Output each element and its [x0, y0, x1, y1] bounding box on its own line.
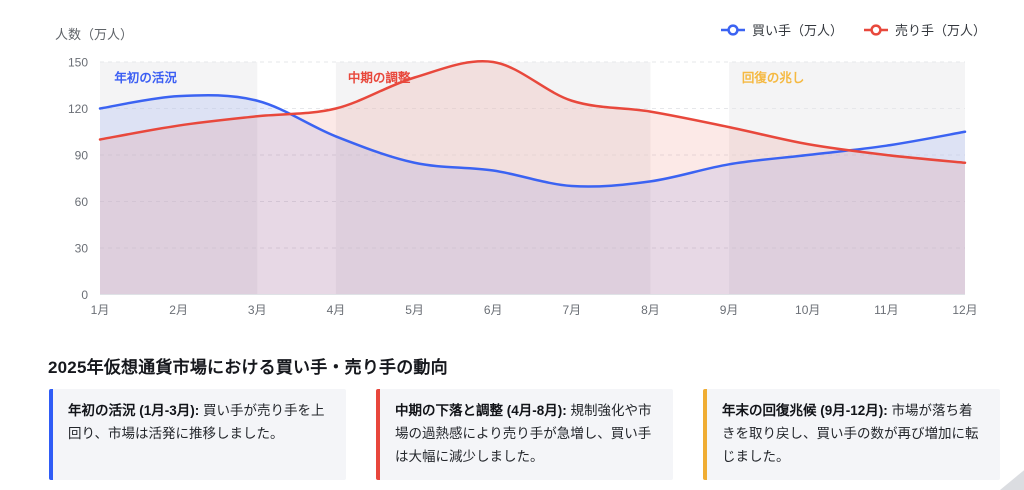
section-title: 2025年仮想通貨市場における買い手・売り手の動向: [48, 358, 448, 377]
card-early-year: 年初の活況 (1月-3月): 買い手が売り手を上回り、市場は活発に推移しました。: [49, 389, 346, 480]
card-mid-year: 中期の下落と調整 (4月-8月): 規制強化や市場の過熱感により売り手が急増し、…: [376, 389, 673, 480]
x-tick-label: 9月: [720, 303, 739, 317]
x-tick-label: 10月: [795, 303, 820, 317]
chart-legend: 買い手（万人） 売り手（万人）: [720, 20, 986, 39]
card-lead: 年初の活況 (1月-3月):: [68, 403, 200, 418]
summary-cards: 年初の活況 (1月-3月): 買い手が売り手を上回り、市場は活発に推移しました。…: [49, 389, 1000, 480]
legend-label-buyers: 買い手（万人）: [751, 23, 843, 38]
x-tick-label: 11月: [874, 303, 898, 317]
chart-annotation: 回復の兆し: [742, 70, 805, 85]
y-tick-label: 60: [75, 195, 89, 209]
trend-line-chart[interactable]: 年初の活況 中期の調整 回復の兆し 0 30 60 90 120 150 1月 2月 3月 4月 5月 6月…: [0, 0, 1024, 332]
line-circle-marker-icon: [863, 23, 888, 36]
x-tick-label: 2月: [169, 303, 188, 317]
x-tick-label: 6月: [484, 303, 503, 317]
x-tick-label: 8月: [641, 303, 660, 317]
legend-label-sellers: 売り手（万人）: [894, 23, 986, 38]
y-tick-label: 30: [75, 242, 89, 256]
card-body: 市場が落ち着きを取り戻し、買い手の数が再び増加に転じました。: [722, 403, 979, 464]
x-tick-label: 5月: [405, 303, 424, 317]
y-tick-label: 150: [68, 56, 88, 70]
x-tick-label: 4月: [327, 303, 346, 317]
x-tick-label: 7月: [562, 303, 581, 317]
legend-item-sellers[interactable]: 売り手（万人）: [863, 20, 986, 39]
y-tick-label: 0: [81, 288, 88, 302]
card-body: 規制強化や市場の過熱感により売り手が急増し、買い手は大幅に減少しました。: [395, 403, 652, 464]
y-axis-title: 人数（万人）: [55, 27, 134, 42]
legend-item-buyers[interactable]: 買い手（万人）: [720, 20, 843, 39]
x-tick-label: 3月: [248, 303, 267, 317]
card-lead: 年末の回復兆候 (9月-12月):: [722, 403, 888, 418]
card-lead: 中期の下落と調整 (4月-8月):: [395, 403, 567, 418]
y-tick-label: 90: [75, 149, 89, 163]
card-year-end: 年末の回復兆候 (9月-12月): 市場が落ち着きを取り戻し、買い手の数が再び増…: [703, 389, 1000, 480]
y-tick-label: 120: [68, 102, 88, 116]
line-circle-marker-icon: [720, 23, 745, 36]
chart-annotation: 年初の活況: [114, 70, 177, 85]
x-tick-label: 1月: [91, 303, 110, 317]
chart-annotation: 中期の調整: [348, 70, 411, 85]
card-body: 買い手が売り手を上回り、市場は活発に推移しました。: [68, 403, 325, 441]
x-tick-label: 12月: [952, 303, 977, 317]
